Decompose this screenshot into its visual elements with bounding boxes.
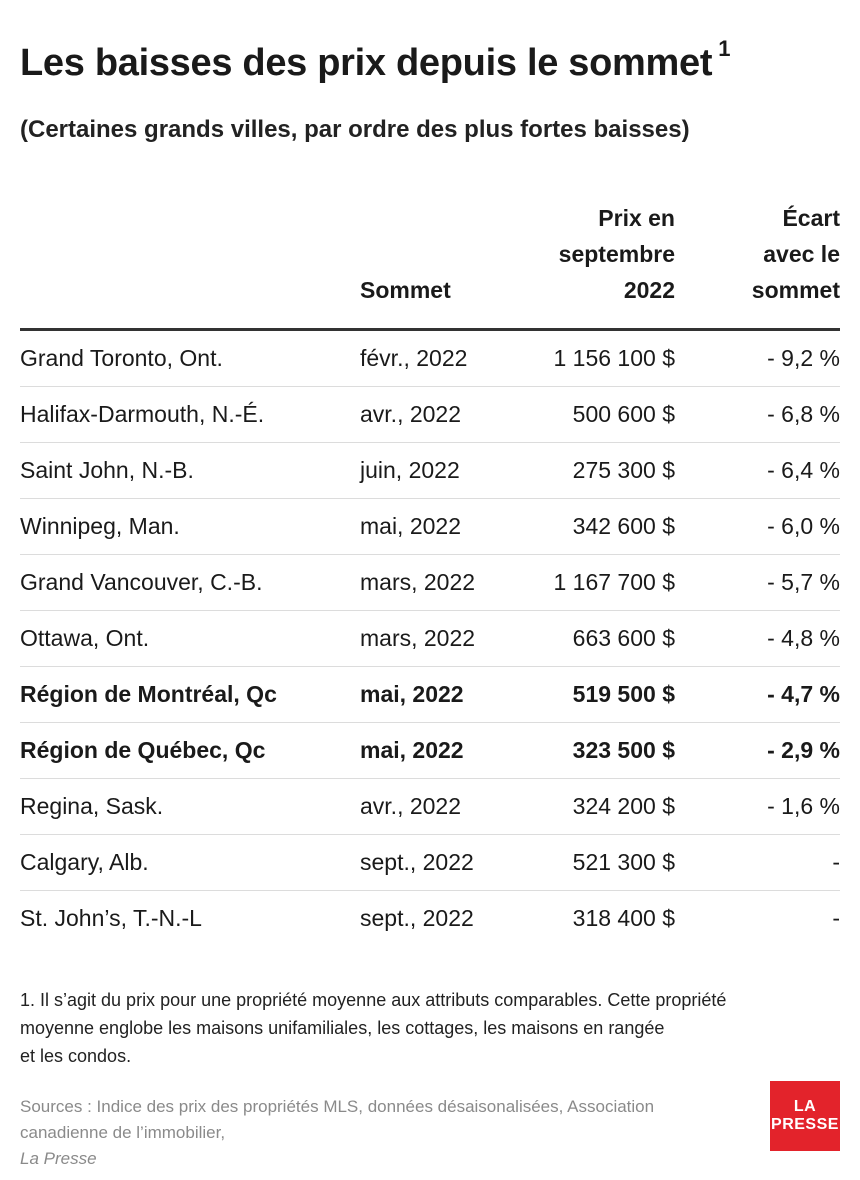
table-row: Saint John, N.-B. juin, 2022 275 300 $ - 6,… bbox=[20, 442, 840, 499]
table-row: Halifax-Darmouth, N.-É. avr., 2022 500 600… bbox=[20, 386, 840, 443]
cell-price: 663 600 $ bbox=[510, 610, 675, 667]
cell-gap: - 4,8 % bbox=[675, 610, 840, 667]
header-gap: Écart avec le sommet bbox=[675, 200, 840, 331]
table-row: Région de Québec, Qc mai, 2022 323 500 $ - … bbox=[20, 722, 840, 779]
chart-subtitle: (Certaines grands villes, par ordre des … bbox=[20, 116, 690, 143]
table-body: Grand Toronto, Ont. févr., 2022 1 156 100 … bbox=[20, 329, 840, 947]
cell-gap: - bbox=[832, 905, 840, 931]
cell-gap: - 6,8 % bbox=[675, 386, 840, 443]
cell-city: Région de Québec, Qc bbox=[20, 722, 360, 779]
cell-gap: - 2,9 % bbox=[675, 722, 840, 779]
cell-city: Saint John, N.-B. bbox=[20, 442, 360, 499]
table-row: Ottawa, Ont. mars, 2022 663 600 $ - 4,8 % bbox=[20, 610, 840, 667]
table-row: St. John’s, T.-N.-L sept., 2022 318 400 $ - bbox=[20, 891, 840, 947]
cell-peak: avr., 2022 bbox=[360, 778, 510, 835]
cell-price: 519 500 $ bbox=[510, 666, 675, 723]
table-row: Winnipeg, Man. mai, 2022 342 600 $ - 6,0 % bbox=[20, 498, 840, 555]
cell-price: 1 167 700 $ bbox=[510, 554, 675, 611]
cell-city: St. John’s, T.-N.-L bbox=[20, 905, 202, 931]
cell-city: Grand Vancouver, C.-B. bbox=[20, 554, 360, 611]
cell-city: Regina, Sask. bbox=[20, 778, 360, 835]
cell-peak: mars, 2022 bbox=[360, 554, 510, 611]
title-footnote-mark: 1 bbox=[718, 36, 731, 61]
table-row: Région de Montréal, Qc mai, 2022 519 500 $… bbox=[20, 666, 840, 723]
cell-gap: - 9,2 % bbox=[675, 329, 840, 387]
cell-price: 500 600 $ bbox=[510, 386, 675, 443]
cell-peak: févr., 2022 bbox=[360, 329, 510, 387]
price-table: Sommet Prix en septembre 2022 Écart avec… bbox=[20, 200, 840, 946]
cell-price: 521 300 $ bbox=[510, 834, 675, 891]
cell-price: 323 500 $ bbox=[510, 722, 675, 779]
table-row: Regina, Sask. avr., 2022 324 200 $ - 1,6 % bbox=[20, 778, 840, 835]
cell-peak: sept., 2022 bbox=[360, 905, 474, 931]
table-row: Grand Vancouver, C.-B. mars, 2022 1 167 70… bbox=[20, 554, 840, 611]
cell-peak: mai, 2022 bbox=[360, 666, 510, 723]
cell-price: 275 300 $ bbox=[510, 442, 675, 499]
cell-price: 342 600 $ bbox=[510, 498, 675, 555]
la-presse-logo: LA PRESSE bbox=[770, 1081, 840, 1151]
cell-gap: - bbox=[675, 834, 840, 891]
cell-peak: mars, 2022 bbox=[360, 610, 510, 667]
cell-peak: juin, 2022 bbox=[360, 442, 510, 499]
cell-peak: sept., 2022 bbox=[360, 834, 510, 891]
source-italic: La Presse bbox=[20, 1149, 97, 1168]
cell-city: Ottawa, Ont. bbox=[20, 610, 360, 667]
chart-title: Les baisses des prix depuis le sommet 1 bbox=[20, 36, 731, 84]
cell-price: 318 400 $ bbox=[572, 905, 675, 931]
cell-gap: - 1,6 % bbox=[675, 778, 840, 835]
cell-gap: - 6,0 % bbox=[675, 498, 840, 555]
table-header-row: Sommet Prix en septembre 2022 Écart avec… bbox=[20, 200, 840, 331]
cell-price: 1 156 100 $ bbox=[510, 329, 675, 387]
table-row: Calgary, Alb. sept., 2022 521 300 $ - bbox=[20, 834, 840, 891]
cell-peak: mai, 2022 bbox=[360, 498, 510, 555]
source-note: Sources : Indice des prix des propriétés… bbox=[20, 1097, 655, 1168]
cell-gap: - 6,4 % bbox=[675, 442, 840, 499]
header-city bbox=[20, 200, 360, 331]
header-price: Prix en septembre 2022 bbox=[510, 200, 675, 331]
cell-gap: - 5,7 % bbox=[675, 554, 840, 611]
cell-gap: - 4,7 % bbox=[675, 666, 840, 723]
header-peak: Sommet bbox=[360, 200, 510, 331]
table-row: Grand Toronto, Ont. févr., 2022 1 156 100 … bbox=[20, 329, 840, 387]
cell-city: Winnipeg, Man. bbox=[20, 498, 360, 555]
cell-peak: avr., 2022 bbox=[360, 386, 510, 443]
cell-city: Halifax-Darmouth, N.-É. bbox=[20, 386, 360, 443]
cell-city: Calgary, Alb. bbox=[20, 834, 360, 891]
cell-peak: mai, 2022 bbox=[360, 722, 510, 779]
cell-price: 324 200 $ bbox=[510, 778, 675, 835]
cell-city: Grand Toronto, Ont. bbox=[20, 329, 360, 387]
footnote: 1. Il s’agit du prix pour une propriété … bbox=[20, 990, 727, 1066]
cell-city: Région de Montréal, Qc bbox=[20, 666, 360, 723]
